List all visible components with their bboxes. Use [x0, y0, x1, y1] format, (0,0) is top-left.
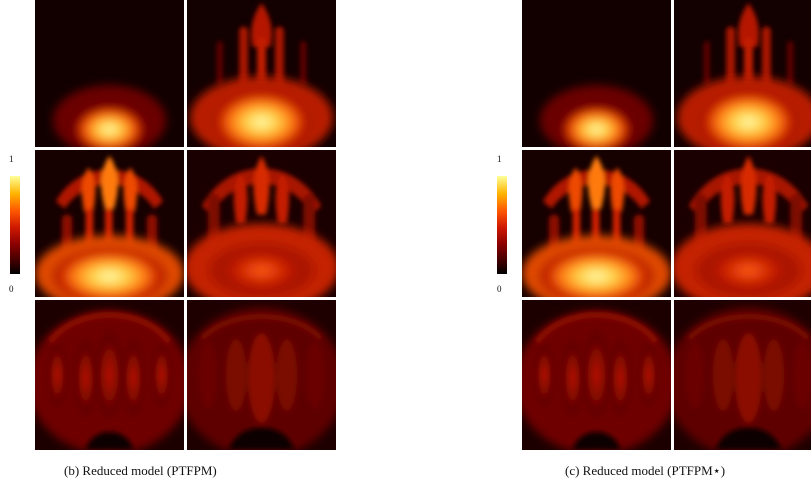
- heatmap-frame-b-4: [187, 150, 336, 297]
- heatmap-grid-c: [522, 0, 811, 450]
- colorbar-max-label: 1: [497, 154, 502, 164]
- colorbar-min-label: 0: [497, 284, 502, 294]
- heatmap-frame-c-2: [674, 0, 811, 147]
- heatmap-frame-b-3: [35, 150, 184, 297]
- heatmap-frame-b-2: [187, 0, 336, 147]
- caption-b: (b) Reduced model (PTFPM): [64, 463, 217, 478]
- heatmap-frame-b-6: [187, 300, 336, 450]
- heatmap-frame-c-4: [674, 150, 811, 297]
- colorbar-max-label: 1: [9, 154, 14, 164]
- heatmap-grid-b: [35, 0, 336, 450]
- colorbar: [497, 176, 507, 274]
- caption-c: (c) Reduced model (PTFPM⋆): [565, 463, 726, 478]
- heatmap-frame-c-1: [522, 0, 671, 147]
- colorbar-min-label: 0: [9, 284, 14, 294]
- heatmap-frame-b-5: [35, 300, 184, 450]
- heatmap-frame-c-6: [674, 300, 811, 450]
- heatmap-frame-c-5: [522, 300, 671, 450]
- heatmap-frame-c-3: [522, 150, 671, 297]
- heatmap-frame-b-1: [35, 0, 184, 147]
- colorbar: [10, 176, 20, 274]
